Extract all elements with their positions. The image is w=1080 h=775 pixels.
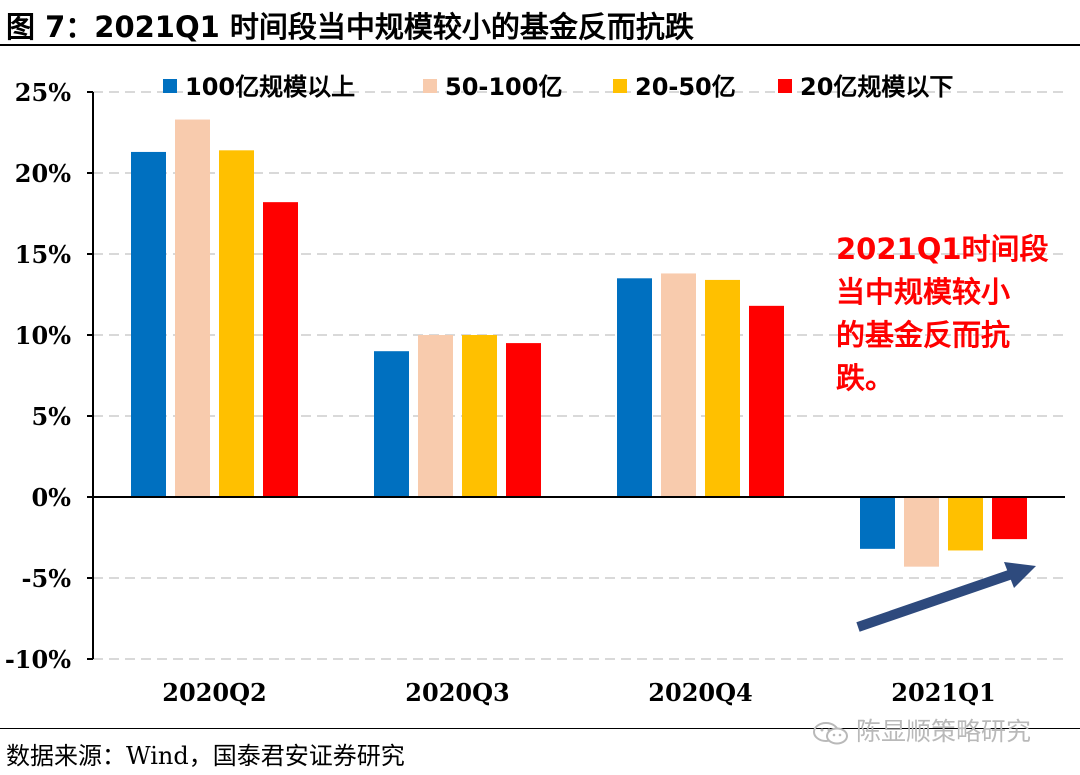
x-tick-label: 2020Q4 (648, 678, 752, 707)
x-tick-label: 2020Q3 (405, 678, 509, 707)
legend-swatch (778, 79, 792, 93)
bar (219, 150, 254, 497)
x-tick-label: 2021Q1 (891, 678, 995, 707)
title-divider (0, 44, 1080, 46)
legend-swatch (613, 79, 627, 93)
legend-label: 20-50亿 (635, 73, 736, 101)
trend-arrow-head (1004, 562, 1036, 588)
y-tick-label: -5% (22, 564, 72, 593)
bar (131, 151, 166, 497)
bar (860, 497, 895, 549)
y-tick-label: 25% (15, 78, 71, 107)
legend-label: 20亿规模以下 (800, 73, 953, 101)
legend-swatch (163, 79, 177, 93)
bar (175, 119, 210, 497)
legend-swatch (423, 79, 437, 93)
bar (617, 278, 652, 497)
legend-label: 100亿规模以上 (185, 73, 355, 101)
x-tick-label: 2020Q2 (162, 678, 266, 707)
annotation-line: 当中规模较小 (836, 275, 1010, 309)
annotation-line: 的基金反而抗 (836, 318, 1010, 352)
bar (992, 497, 1027, 540)
watermark: 陈显顺策略研究 (812, 712, 1031, 748)
legend-label: 50-100亿 (445, 73, 562, 101)
bar (374, 351, 409, 497)
watermark-text: 陈显顺策略研究 (856, 717, 1032, 746)
annotation-line: 跌。 (836, 361, 894, 395)
bar (904, 497, 939, 567)
figure-title: 图 7：2021Q1 时间段当中规模较小的基金反而抗跌 (6, 10, 694, 44)
y-tick-label: 15% (15, 240, 71, 269)
bar-chart: -10% -5% 0% 5% 10% 15% 20% 25% 2020Q2 2020Q3 2020Q… (5, 73, 1065, 707)
y-tick-label: 10% (15, 321, 71, 350)
source-note: 数据来源：Wind，国泰君安证券研究 (6, 742, 405, 770)
y-tick-label: 5% (31, 402, 71, 431)
y-tick-label: 0% (31, 483, 71, 512)
source-divider (0, 728, 1080, 729)
trend-arrow-shaft (856, 569, 1014, 632)
y-tick-label: -10% (5, 645, 71, 674)
annotation-line: 2021Q1时间段 (836, 232, 1049, 266)
bar (263, 202, 298, 497)
bar (506, 343, 541, 497)
bar (705, 279, 740, 497)
bar (462, 335, 497, 497)
bar (948, 497, 983, 551)
bar (661, 273, 696, 497)
bar (749, 305, 784, 497)
wechat-icon (813, 722, 848, 745)
y-tick-label: 20% (15, 159, 71, 188)
bar (418, 335, 453, 497)
